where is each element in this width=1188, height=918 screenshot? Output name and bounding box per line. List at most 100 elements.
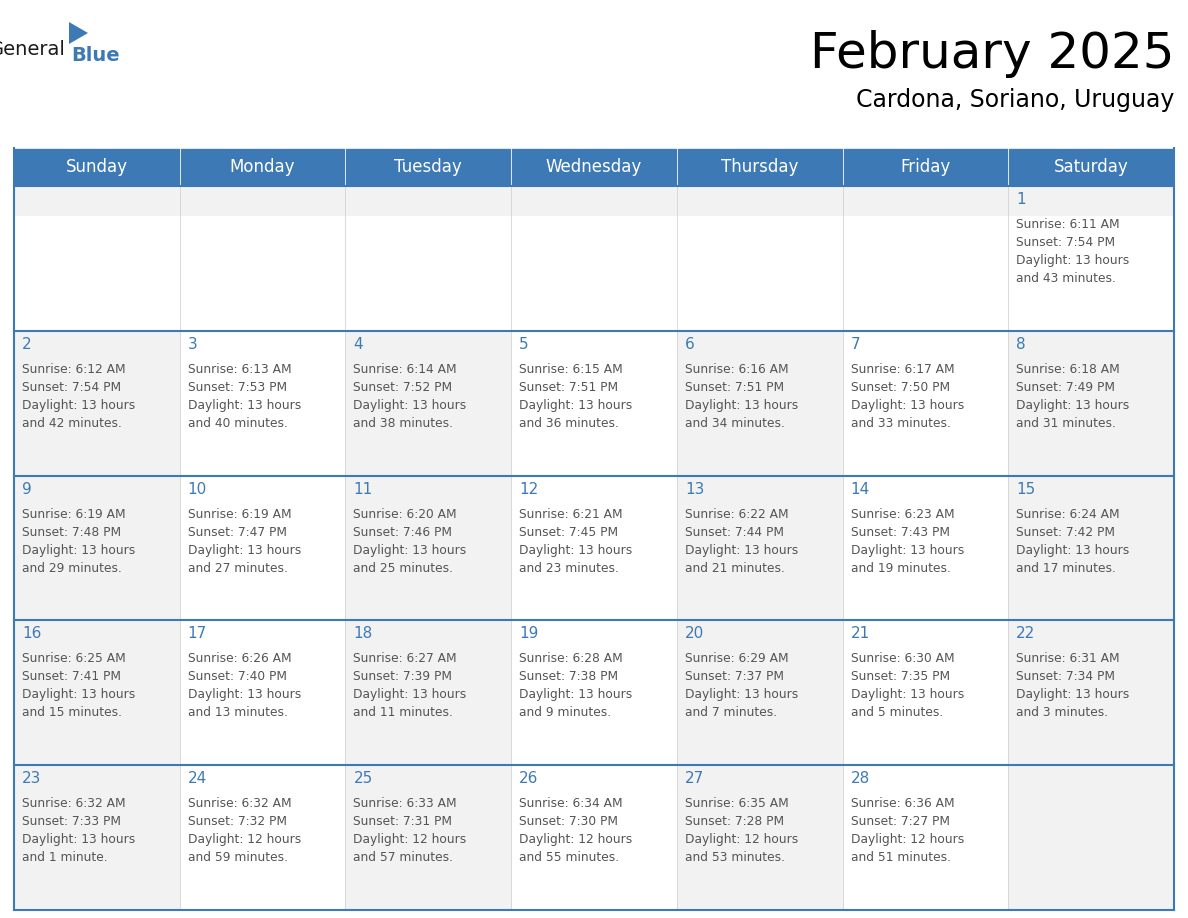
Text: Daylight: 13 hours: Daylight: 13 hours [353, 543, 467, 556]
Bar [842, 186, 1009, 216]
Text: Daylight: 13 hours: Daylight: 13 hours [1016, 254, 1130, 267]
Text: Sunset: 7:45 PM: Sunset: 7:45 PM [519, 526, 618, 539]
Text: Sunset: 7:47 PM: Sunset: 7:47 PM [188, 526, 286, 539]
Text: Sunset: 7:31 PM: Sunset: 7:31 PM [353, 815, 453, 828]
Bar [842, 621, 1009, 766]
Text: and 1 minute.: and 1 minute. [23, 851, 108, 864]
Text: and 38 minutes.: and 38 minutes. [353, 417, 454, 430]
Bar [1009, 476, 1174, 621]
Text: 21: 21 [851, 626, 870, 642]
Bar [14, 330, 179, 476]
Text: 25: 25 [353, 771, 373, 786]
Text: Sunset: 7:32 PM: Sunset: 7:32 PM [188, 815, 286, 828]
Bar [179, 186, 346, 216]
Text: Sunset: 7:33 PM: Sunset: 7:33 PM [23, 815, 121, 828]
Text: Sunset: 7:54 PM: Sunset: 7:54 PM [1016, 236, 1116, 249]
Text: Daylight: 13 hours: Daylight: 13 hours [353, 398, 467, 412]
Text: and 19 minutes.: and 19 minutes. [851, 562, 950, 575]
Bar [842, 766, 1009, 910]
Text: Sunset: 7:42 PM: Sunset: 7:42 PM [1016, 526, 1116, 539]
Text: Daylight: 13 hours: Daylight: 13 hours [188, 543, 301, 556]
Text: Daylight: 13 hours: Daylight: 13 hours [519, 688, 632, 701]
Bar [346, 766, 511, 910]
Text: Sunset: 7:35 PM: Sunset: 7:35 PM [851, 670, 949, 683]
Text: Sunrise: 6:29 AM: Sunrise: 6:29 AM [684, 653, 789, 666]
Text: and 3 minutes.: and 3 minutes. [1016, 706, 1108, 720]
Bar [511, 186, 677, 216]
Bar [14, 621, 179, 766]
Text: Sunset: 7:37 PM: Sunset: 7:37 PM [684, 670, 784, 683]
Bar [1009, 766, 1174, 910]
Text: and 51 minutes.: and 51 minutes. [851, 851, 950, 864]
Text: Daylight: 12 hours: Daylight: 12 hours [851, 834, 963, 846]
Text: 7: 7 [851, 337, 860, 352]
Bar [179, 148, 346, 186]
Bar [1009, 330, 1174, 476]
Text: Sunset: 7:52 PM: Sunset: 7:52 PM [353, 381, 453, 394]
Text: Sunset: 7:54 PM: Sunset: 7:54 PM [23, 381, 121, 394]
Text: Sunset: 7:34 PM: Sunset: 7:34 PM [1016, 670, 1116, 683]
Text: Sunset: 7:49 PM: Sunset: 7:49 PM [1016, 381, 1116, 394]
Text: and 40 minutes.: and 40 minutes. [188, 417, 287, 430]
Text: 1: 1 [1016, 192, 1026, 207]
Text: 19: 19 [519, 626, 538, 642]
Text: Daylight: 13 hours: Daylight: 13 hours [23, 543, 135, 556]
Text: and 59 minutes.: and 59 minutes. [188, 851, 287, 864]
Text: and 36 minutes.: and 36 minutes. [519, 417, 619, 430]
Bar [346, 148, 511, 186]
Bar [511, 621, 677, 766]
Text: Sunrise: 6:30 AM: Sunrise: 6:30 AM [851, 653, 954, 666]
Bar [677, 330, 842, 476]
Text: 15: 15 [1016, 482, 1036, 497]
Bar [346, 216, 511, 330]
Text: Sunrise: 6:33 AM: Sunrise: 6:33 AM [353, 797, 457, 811]
Text: Daylight: 12 hours: Daylight: 12 hours [353, 834, 467, 846]
Text: Sunset: 7:27 PM: Sunset: 7:27 PM [851, 815, 949, 828]
Text: Sunrise: 6:12 AM: Sunrise: 6:12 AM [23, 363, 126, 375]
Text: Sunset: 7:40 PM: Sunset: 7:40 PM [188, 670, 286, 683]
Text: Sunset: 7:44 PM: Sunset: 7:44 PM [684, 526, 784, 539]
Bar [179, 476, 346, 621]
Text: Friday: Friday [901, 158, 950, 176]
Bar [677, 148, 842, 186]
Text: 3: 3 [188, 337, 197, 352]
Text: Wednesday: Wednesday [545, 158, 643, 176]
Text: and 7 minutes.: and 7 minutes. [684, 706, 777, 720]
Text: 24: 24 [188, 771, 207, 786]
Text: and 17 minutes.: and 17 minutes. [1016, 562, 1117, 575]
Bar [1009, 216, 1174, 330]
Bar [14, 186, 179, 216]
Bar [511, 330, 677, 476]
Text: and 42 minutes.: and 42 minutes. [23, 417, 122, 430]
Text: Sunrise: 6:36 AM: Sunrise: 6:36 AM [851, 797, 954, 811]
Text: 9: 9 [23, 482, 32, 497]
Text: Sunset: 7:39 PM: Sunset: 7:39 PM [353, 670, 453, 683]
Text: 12: 12 [519, 482, 538, 497]
Text: Sunset: 7:43 PM: Sunset: 7:43 PM [851, 526, 949, 539]
Polygon shape [69, 22, 88, 44]
Text: Sunrise: 6:34 AM: Sunrise: 6:34 AM [519, 797, 623, 811]
Text: 18: 18 [353, 626, 373, 642]
Bar [14, 476, 179, 621]
Text: Sunset: 7:53 PM: Sunset: 7:53 PM [188, 381, 286, 394]
Text: and 27 minutes.: and 27 minutes. [188, 562, 287, 575]
Text: Sunrise: 6:23 AM: Sunrise: 6:23 AM [851, 508, 954, 521]
Text: and 29 minutes.: and 29 minutes. [23, 562, 122, 575]
Text: 16: 16 [23, 626, 42, 642]
Text: Daylight: 13 hours: Daylight: 13 hours [1016, 688, 1130, 701]
Text: Sunday: Sunday [65, 158, 128, 176]
Bar [677, 621, 842, 766]
Text: Sunrise: 6:19 AM: Sunrise: 6:19 AM [23, 508, 126, 521]
Bar [842, 148, 1009, 186]
Text: 27: 27 [684, 771, 704, 786]
Text: 17: 17 [188, 626, 207, 642]
Bar [1009, 621, 1174, 766]
Bar [511, 476, 677, 621]
Bar [346, 330, 511, 476]
Text: Daylight: 13 hours: Daylight: 13 hours [684, 398, 798, 412]
Text: Sunrise: 6:32 AM: Sunrise: 6:32 AM [23, 797, 126, 811]
Bar [179, 330, 346, 476]
Text: 28: 28 [851, 771, 870, 786]
Text: 26: 26 [519, 771, 538, 786]
Text: Daylight: 13 hours: Daylight: 13 hours [1016, 398, 1130, 412]
